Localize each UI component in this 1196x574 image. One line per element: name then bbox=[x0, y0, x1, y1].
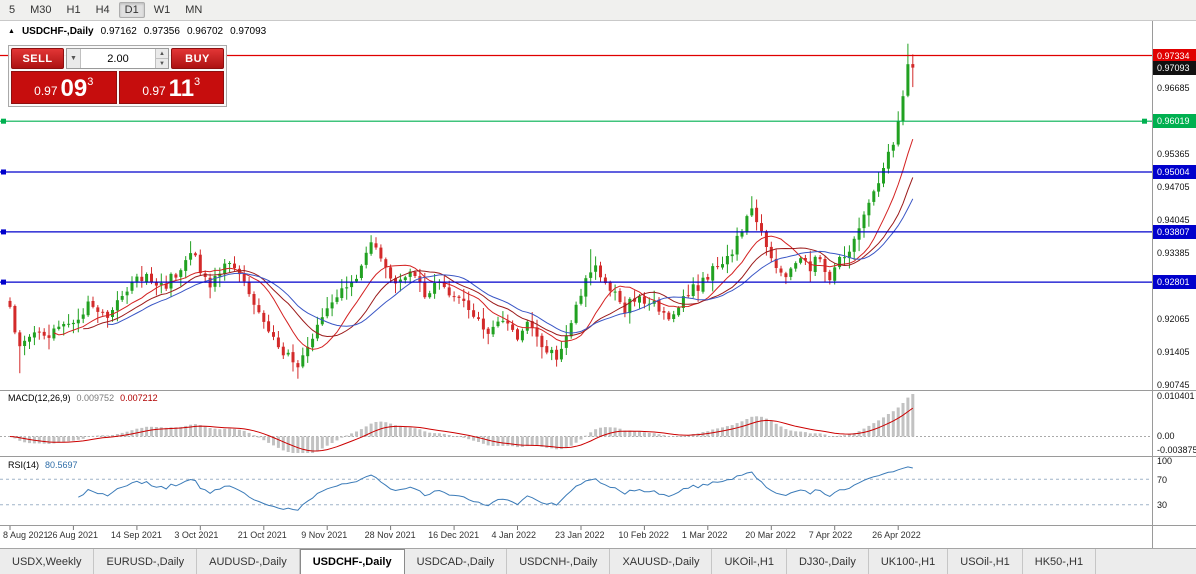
bid-big-figure: 0.97 bbox=[34, 84, 58, 98]
volume-dropdown-icon[interactable]: ▼ bbox=[67, 49, 81, 68]
macd-signal-value: 0.007212 bbox=[120, 393, 158, 403]
level-price-badge: 0.93807 bbox=[1153, 224, 1196, 239]
rsi-axis-label: 100 bbox=[1157, 455, 1173, 466]
rsi-panel-separator[interactable] bbox=[0, 456, 1196, 457]
timeframe-h4[interactable]: H4 bbox=[95, 4, 110, 16]
volume-spinner: ▲ ▼ bbox=[155, 49, 168, 68]
price-tick: 0.91405 bbox=[1157, 346, 1190, 357]
tab-dj30-daily[interactable]: DJ30-,Daily bbox=[787, 549, 869, 574]
tab-eurusd-daily[interactable]: EURUSD-,Daily bbox=[94, 549, 198, 574]
rsi-label: RSI(14) 80.5697 bbox=[8, 460, 78, 470]
tab-uk100-h1[interactable]: UK100-,H1 bbox=[869, 549, 949, 574]
tab-xauusd-daily[interactable]: XAUUSD-,Daily bbox=[610, 549, 713, 574]
bid-pips: 09 bbox=[60, 75, 88, 102]
tab-usdx-weekly[interactable]: USDX,Weekly bbox=[0, 549, 95, 574]
chart-title: ▲ USDCHF-,Daily 0.97162 0.97356 0.96702 … bbox=[8, 26, 266, 37]
price-tick: 0.92065 bbox=[1157, 313, 1190, 324]
level-price-badge: 0.92801 bbox=[1153, 275, 1196, 290]
volume-control: ▼ 2.00 ▲ ▼ bbox=[66, 48, 169, 69]
rsi-axis-label: 70 bbox=[1157, 474, 1168, 485]
macd-name: MACD(12,26,9) bbox=[8, 393, 71, 403]
timeframe-5[interactable]: 5 bbox=[9, 4, 16, 16]
macd-label: MACD(12,26,9) 0.009752 0.007212 bbox=[8, 393, 158, 403]
rsi-name: RSI(14) bbox=[8, 460, 40, 470]
ask-pipette: 3 bbox=[194, 76, 201, 88]
ohlc-high: 0.97356 bbox=[143, 26, 180, 37]
macd-panel-separator[interactable] bbox=[0, 390, 1196, 391]
level-price-badge: 0.96019 bbox=[1153, 114, 1196, 129]
ask-price[interactable]: 0.97 11 3 bbox=[118, 71, 224, 104]
chart-symbol-period: USDCHF-,Daily bbox=[21, 26, 94, 37]
tab-usdchf-daily[interactable]: USDCHF-,Daily bbox=[299, 549, 405, 574]
tab-usoil-h1[interactable]: USOil-,H1 bbox=[948, 549, 1023, 574]
ohlc-close: 0.97093 bbox=[230, 26, 267, 37]
one-click-trading-panel: SELL ▼ 2.00 ▲ ▼ BUY 0.97 09 3 0.97 11 3 bbox=[8, 45, 227, 107]
ohlc-low: 0.96702 bbox=[186, 26, 224, 37]
volume-decrease-icon[interactable]: ▼ bbox=[156, 59, 168, 68]
macd-axis-label: -0.003875 bbox=[1157, 445, 1196, 455]
current-price-badge: 0.97093 bbox=[1153, 60, 1196, 75]
price-axis-separator bbox=[1152, 21, 1153, 549]
volume-input[interactable]: 2.00 bbox=[107, 52, 129, 65]
price-tick: 0.94705 bbox=[1157, 181, 1190, 192]
ask-big-figure: 0.97 bbox=[142, 84, 166, 98]
tab-usdcnh-daily[interactable]: USDCNH-,Daily bbox=[507, 549, 611, 574]
macd-axis-label: 0.010401 bbox=[1157, 391, 1195, 401]
timeframe-toolbar: 5 M30 H1 H4 D1 W1 MN bbox=[0, 0, 1196, 21]
macd-axis-label: 0.00 bbox=[1157, 430, 1175, 441]
level-price-badge: 0.95004 bbox=[1153, 165, 1196, 179]
sell-button[interactable]: SELL bbox=[11, 48, 64, 69]
tab-usdcad-daily[interactable]: USDCAD-,Daily bbox=[405, 549, 508, 574]
ask-pips: 11 bbox=[168, 75, 195, 102]
rsi-value: 80.5697 bbox=[45, 460, 78, 470]
time-axis-separator bbox=[0, 525, 1196, 526]
timeframe-mn[interactable]: MN bbox=[185, 4, 203, 16]
collapse-arrow-icon[interactable]: ▲ bbox=[8, 28, 15, 35]
price-tick: 0.93385 bbox=[1157, 247, 1190, 258]
macd-main-value: 0.009752 bbox=[76, 393, 115, 403]
tab-audusd-daily[interactable]: AUDUSD-,Daily bbox=[197, 549, 300, 574]
timeframe-d1[interactable]: D1 bbox=[118, 2, 145, 18]
tab-ukoil-h1[interactable]: UKOil-,H1 bbox=[712, 549, 787, 574]
price-tick: 0.96685 bbox=[1157, 82, 1190, 93]
tab-hk50-h1[interactable]: HK50-,H1 bbox=[1023, 549, 1097, 574]
price-tick: 0.95365 bbox=[1157, 148, 1190, 159]
ohlc-open: 0.97162 bbox=[100, 26, 137, 37]
rsi-axis-label: 30 bbox=[1157, 500, 1168, 511]
timeframe-h1[interactable]: H1 bbox=[66, 4, 81, 16]
price-tick: 0.90745 bbox=[1157, 379, 1190, 390]
timeframe-m30[interactable]: M30 bbox=[30, 4, 52, 16]
volume-increase-icon[interactable]: ▲ bbox=[156, 49, 168, 59]
level-price-badge: 0.97334 bbox=[1153, 48, 1196, 63]
bid-price[interactable]: 0.97 09 3 bbox=[11, 71, 117, 104]
timeframe-w1[interactable]: W1 bbox=[153, 4, 171, 16]
buy-button[interactable]: BUY bbox=[171, 48, 224, 69]
price-tick: 0.94045 bbox=[1157, 214, 1190, 225]
chart-tab-bar: USDX,Weekly EURUSD-,Daily AUDUSD-,Daily USD… bbox=[0, 548, 1196, 574]
bid-pipette: 3 bbox=[87, 76, 94, 88]
